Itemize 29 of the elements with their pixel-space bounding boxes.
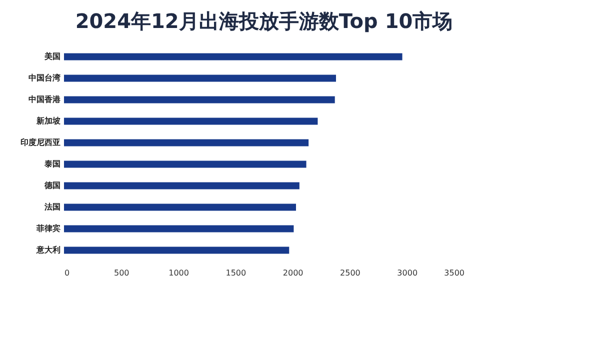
x-tick-label: 1500	[226, 268, 246, 278]
bar	[64, 53, 402, 60]
bar	[64, 74, 336, 82]
y-tick-label: 泰国	[44, 159, 60, 168]
y-tick-label: 德国	[44, 180, 60, 190]
y-tick-label: 中国香港	[28, 94, 62, 104]
y-tick-label: 法国	[44, 202, 60, 212]
y-tick-label: 菲律宾	[36, 222, 60, 233]
x-tick-label: 2500	[340, 268, 360, 278]
x-tick-label: 0	[64, 268, 70, 278]
bar	[64, 96, 335, 104]
y-tick-label: 印度尼西亚	[20, 136, 60, 147]
x-tick-label: 3500	[444, 268, 464, 278]
bar	[64, 139, 309, 146]
bar	[64, 246, 290, 254]
y-tick-label: 美国	[44, 50, 60, 61]
y-tick-label: 意大利	[36, 245, 60, 254]
x-tick-label: 1000	[168, 268, 189, 278]
y-tick-label: 中国台湾	[28, 72, 62, 82]
y-tick-label: 新加坡	[36, 115, 62, 126]
bar	[64, 160, 306, 168]
bar	[64, 118, 318, 125]
chart-title: 2024年12月出海投放手游数Top 10市场	[75, 9, 453, 33]
bar	[64, 225, 294, 232]
bar	[64, 182, 300, 190]
x-tick-label: 2000	[282, 268, 304, 278]
bar	[64, 204, 296, 211]
x-tick-label: 500	[114, 268, 130, 278]
x-tick-label: 3000	[397, 268, 418, 278]
